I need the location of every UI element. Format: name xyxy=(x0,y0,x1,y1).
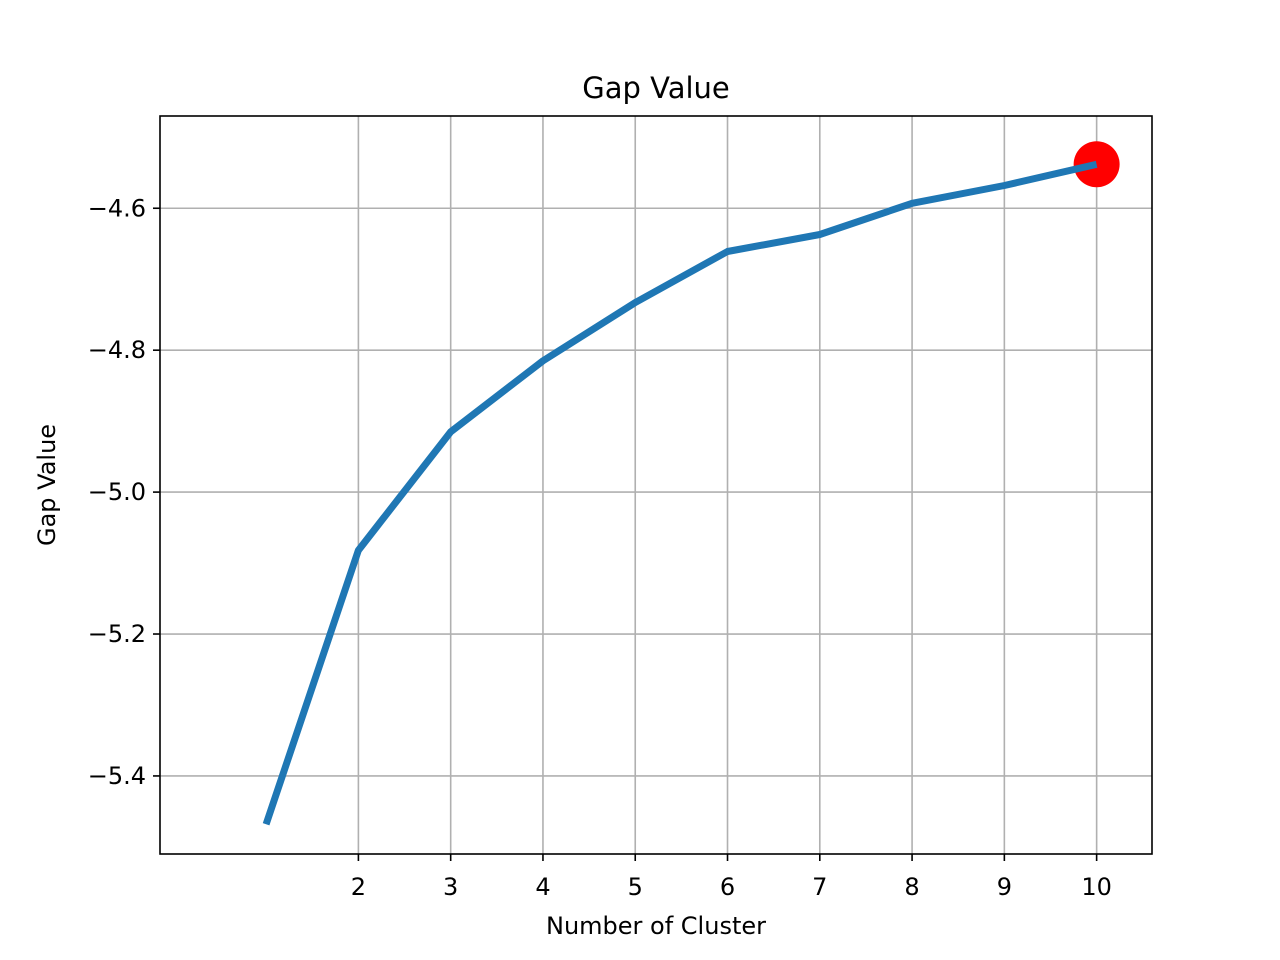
x-axis-ticks: 2 3 4 5 6 7 8 9 10 xyxy=(351,854,1112,901)
x-tick-label: 3 xyxy=(443,873,458,901)
series-line xyxy=(262,160,1098,826)
y-tick-label: −5.0 xyxy=(88,478,146,506)
x-tick-label: 7 xyxy=(812,873,827,901)
chart-title: Gap Value xyxy=(582,71,730,105)
grid-lines xyxy=(160,116,1152,854)
x-tick-label: 9 xyxy=(997,873,1012,901)
y-tick-label: −4.6 xyxy=(88,194,146,222)
plot-area xyxy=(160,116,1152,854)
x-tick-label: 4 xyxy=(535,873,550,901)
series-layer xyxy=(262,160,1098,826)
y-axis-ticks: −4.6 −4.8 −5.0 −5.2 −5.4 xyxy=(88,194,160,790)
axes-frame xyxy=(159,115,1153,855)
highlight-marker xyxy=(1073,141,1120,188)
x-axis-label: Number of Cluster xyxy=(546,912,766,940)
y-axis-label: Gap Value xyxy=(33,424,61,546)
x-tick-label: 8 xyxy=(904,873,919,901)
x-tick-label: 10 xyxy=(1081,873,1112,901)
x-tick-label: 2 xyxy=(351,873,366,901)
y-tick-label: −5.2 xyxy=(88,620,146,648)
x-tick-label: 5 xyxy=(628,873,643,901)
y-tick-label: −4.8 xyxy=(88,336,146,364)
y-tick-label: −5.4 xyxy=(88,762,146,790)
highlight-layer xyxy=(1073,141,1120,188)
x-tick-label: 6 xyxy=(720,873,735,901)
